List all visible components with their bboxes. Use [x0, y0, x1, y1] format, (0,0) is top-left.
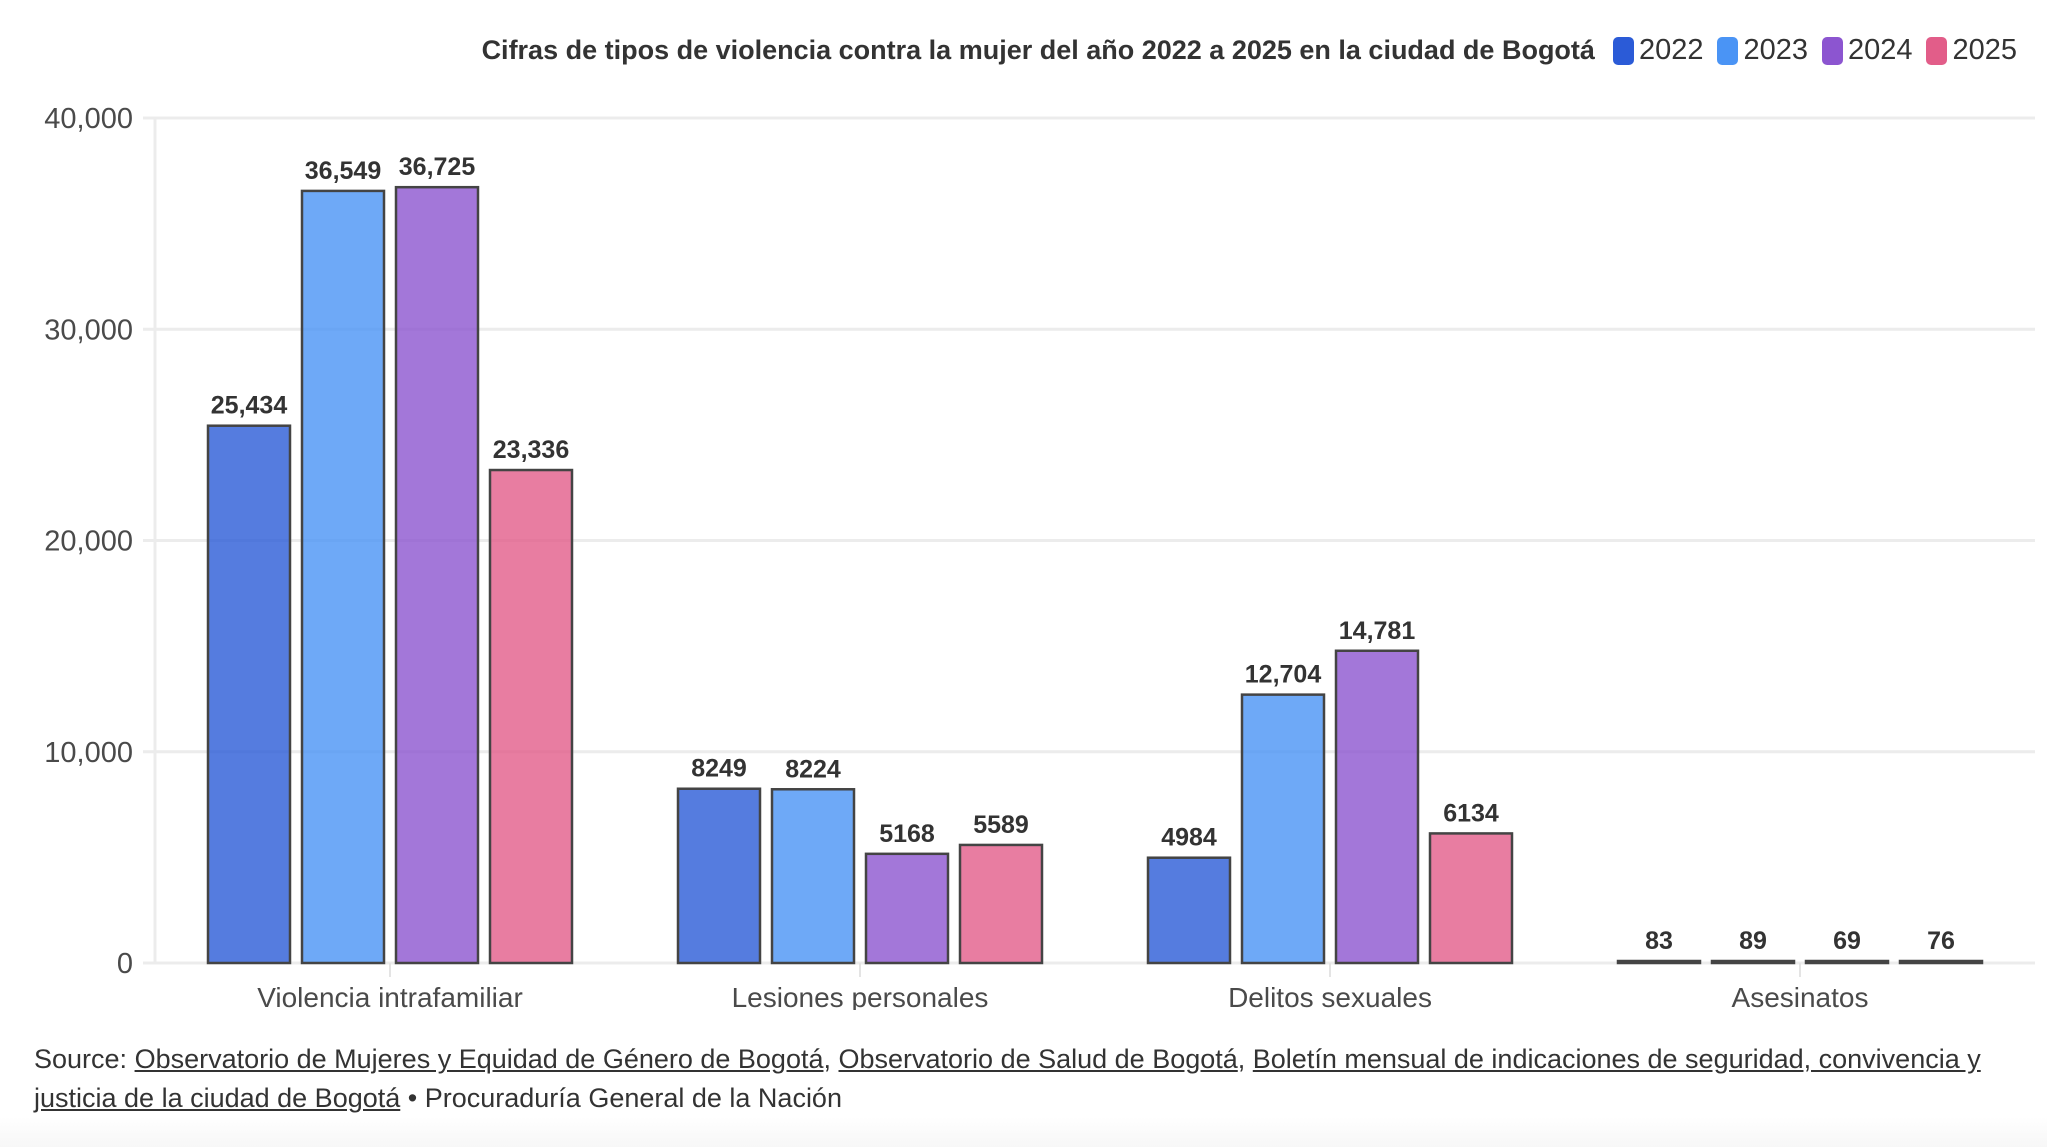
bar-2025 [488, 468, 574, 965]
source-link-observatorio-mujeres[interactable]: Observatorio de Mujeres y Equidad de Gén… [134, 1044, 824, 1074]
data-label: 36,549 [305, 157, 381, 185]
legend-label: 2023 [1743, 34, 1808, 66]
legend-label: 2022 [1638, 34, 1704, 66]
bar-2025 [1898, 959, 1984, 965]
legend-label: 2025 [1952, 34, 2017, 66]
source-procuraduria: Procuraduría General de la Nación [424, 1083, 842, 1113]
legend-item-2023[interactable]: 2023 [1717, 34, 1808, 67]
legend-swatch-2025 [1926, 36, 1948, 65]
data-label: 89 [1739, 927, 1767, 955]
source-separator: , [1237, 1044, 1253, 1074]
source-note: Source: Observatorio de Mujeres y Equida… [34, 1040, 2024, 1118]
bar-2024 [394, 185, 480, 965]
bar-2023 [770, 788, 856, 965]
bars [206, 185, 1984, 965]
x-tick-label: Delitos sexuales [1228, 982, 1432, 1010]
x-axis-ticks: Violencia intrafamiliar Lesiones personal… [257, 963, 1868, 1010]
data-label: 36,725 [399, 153, 476, 181]
chart-header: Cifras de tipos de violencia contra la m… [482, 34, 2017, 67]
legend-label: 2024 [1847, 34, 1913, 66]
bar-2024 [1804, 959, 1890, 965]
y-tick-label: 10,000 [44, 737, 133, 769]
chart-title: Cifras de tipos de violencia contra la m… [481, 35, 1595, 65]
data-labels: 25,434 36,549 36,725 23,336 8249 8224 5168 5589… [211, 153, 1955, 955]
source-link-observatorio-salud[interactable]: Observatorio de Salud de Bogotá [838, 1044, 1238, 1074]
source-prefix: Source: [34, 1044, 135, 1074]
source-bullet: • [400, 1083, 425, 1113]
source-link-boletin-seguridad[interactable]: Boletín mensual de indicaciones de segur… [34, 1044, 1981, 1113]
legend-item-2022[interactable]: 2022 [1612, 34, 1704, 67]
x-tick-label: Violencia intrafamiliar [257, 982, 523, 1010]
bar-2023 [1240, 693, 1326, 965]
data-label: 8249 [691, 755, 747, 783]
bar-2022 [676, 787, 762, 965]
data-label: 5589 [973, 811, 1029, 839]
data-label: 14,781 [1339, 617, 1416, 645]
bar-chart: 0 10,000 20,000 30,000 40,000 25,434 36,549 36… [44, 103, 2035, 1010]
legend-swatch-2022 [1612, 36, 1634, 65]
bar-2025 [958, 843, 1044, 965]
bottom-fade [0, 1117, 2047, 1147]
data-label: 4984 [1161, 824, 1217, 852]
data-label: 23,336 [493, 436, 569, 464]
data-label: 5168 [879, 820, 935, 848]
legend-item-2024[interactable]: 2024 [1821, 34, 1913, 67]
data-label: 8224 [785, 755, 841, 783]
bar-2022 [1146, 856, 1232, 965]
data-label: 12,704 [1245, 661, 1322, 689]
legend-swatch-2024 [1821, 36, 1843, 65]
legend-item-2025[interactable]: 2025 [1926, 34, 2017, 67]
data-label: 25,434 [211, 392, 288, 420]
data-label: 6134 [1443, 799, 1499, 827]
legend-swatch-2023 [1717, 36, 1739, 65]
data-label: 69 [1833, 927, 1861, 955]
x-tick-label: Lesiones personales [732, 982, 989, 1010]
x-tick-label: Asesinatos [1732, 982, 1869, 1010]
bar-2022 [206, 424, 292, 965]
y-tick-label: 30,000 [44, 314, 133, 346]
bar-2025 [1428, 832, 1514, 965]
y-tick-label: 20,000 [44, 526, 133, 558]
source-separator: , [823, 1044, 839, 1074]
data-label: 76 [1927, 927, 1955, 955]
data-label: 83 [1645, 927, 1673, 955]
y-axis-ticks: 0 10,000 20,000 30,000 40,000 [44, 103, 133, 980]
bar-2023 [300, 189, 386, 965]
bar-2023 [1710, 959, 1796, 965]
bar-2024 [864, 852, 950, 965]
y-tick-label: 0 [117, 948, 133, 980]
bar-2022 [1616, 959, 1702, 965]
bar-2024 [1334, 649, 1420, 965]
y-tick-label: 40,000 [44, 103, 133, 135]
